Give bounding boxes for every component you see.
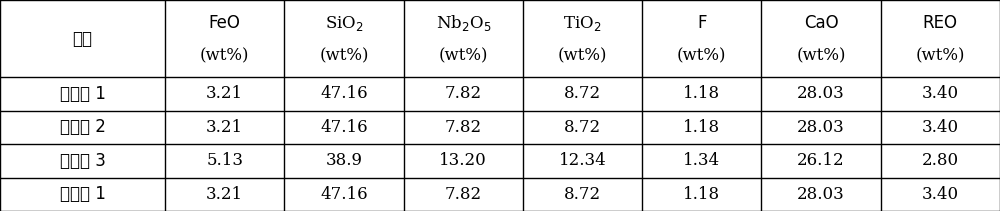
Text: (wt%): (wt%)	[439, 47, 488, 64]
Text: 1.34: 1.34	[683, 152, 720, 169]
Text: 7.82: 7.82	[445, 186, 482, 203]
Text: CaO: CaO	[804, 14, 838, 32]
Text: 3.40: 3.40	[922, 85, 959, 102]
Text: TiO$_2$: TiO$_2$	[563, 14, 602, 33]
Text: 26.12: 26.12	[797, 152, 845, 169]
Text: (wt%): (wt%)	[558, 47, 607, 64]
Text: 38.9: 38.9	[325, 152, 362, 169]
Text: SiO$_2$: SiO$_2$	[325, 14, 363, 33]
Text: (wt%): (wt%)	[916, 47, 965, 64]
Text: 12.34: 12.34	[559, 152, 606, 169]
Text: FeO: FeO	[209, 14, 241, 32]
Text: (wt%): (wt%)	[319, 47, 369, 64]
Text: 3.21: 3.21	[206, 186, 243, 203]
Text: 8.72: 8.72	[564, 85, 601, 102]
Text: 1.18: 1.18	[683, 119, 720, 136]
Text: REO: REO	[923, 14, 958, 32]
Text: 3.40: 3.40	[922, 119, 959, 136]
Text: 8.72: 8.72	[564, 186, 601, 203]
Text: (wt%): (wt%)	[796, 47, 846, 64]
Text: 1.18: 1.18	[683, 85, 720, 102]
Text: F: F	[697, 14, 707, 32]
Text: 28.03: 28.03	[797, 85, 845, 102]
Text: 5.13: 5.13	[206, 152, 243, 169]
Text: 实施例 3: 实施例 3	[60, 152, 105, 170]
Text: 比较例 1: 比较例 1	[60, 185, 105, 203]
Text: 实施例 2: 实施例 2	[60, 118, 105, 136]
Text: 47.16: 47.16	[320, 119, 368, 136]
Text: (wt%): (wt%)	[677, 47, 727, 64]
Text: 47.16: 47.16	[320, 186, 368, 203]
Text: 3.21: 3.21	[206, 85, 243, 102]
Text: 1.18: 1.18	[683, 186, 720, 203]
Text: 2.80: 2.80	[922, 152, 959, 169]
Text: 47.16: 47.16	[320, 85, 368, 102]
Text: (wt%): (wt%)	[200, 47, 249, 64]
Text: 实施例 1: 实施例 1	[60, 85, 105, 103]
Text: 3.21: 3.21	[206, 119, 243, 136]
Text: 3.40: 3.40	[922, 186, 959, 203]
Text: 7.82: 7.82	[445, 85, 482, 102]
Text: 28.03: 28.03	[797, 186, 845, 203]
Text: 8.72: 8.72	[564, 119, 601, 136]
Text: 7.82: 7.82	[445, 119, 482, 136]
Text: 28.03: 28.03	[797, 119, 845, 136]
Text: 13.20: 13.20	[439, 152, 487, 169]
Text: Nb$_2$O$_5$: Nb$_2$O$_5$	[436, 13, 491, 33]
Text: 编号: 编号	[73, 30, 93, 47]
